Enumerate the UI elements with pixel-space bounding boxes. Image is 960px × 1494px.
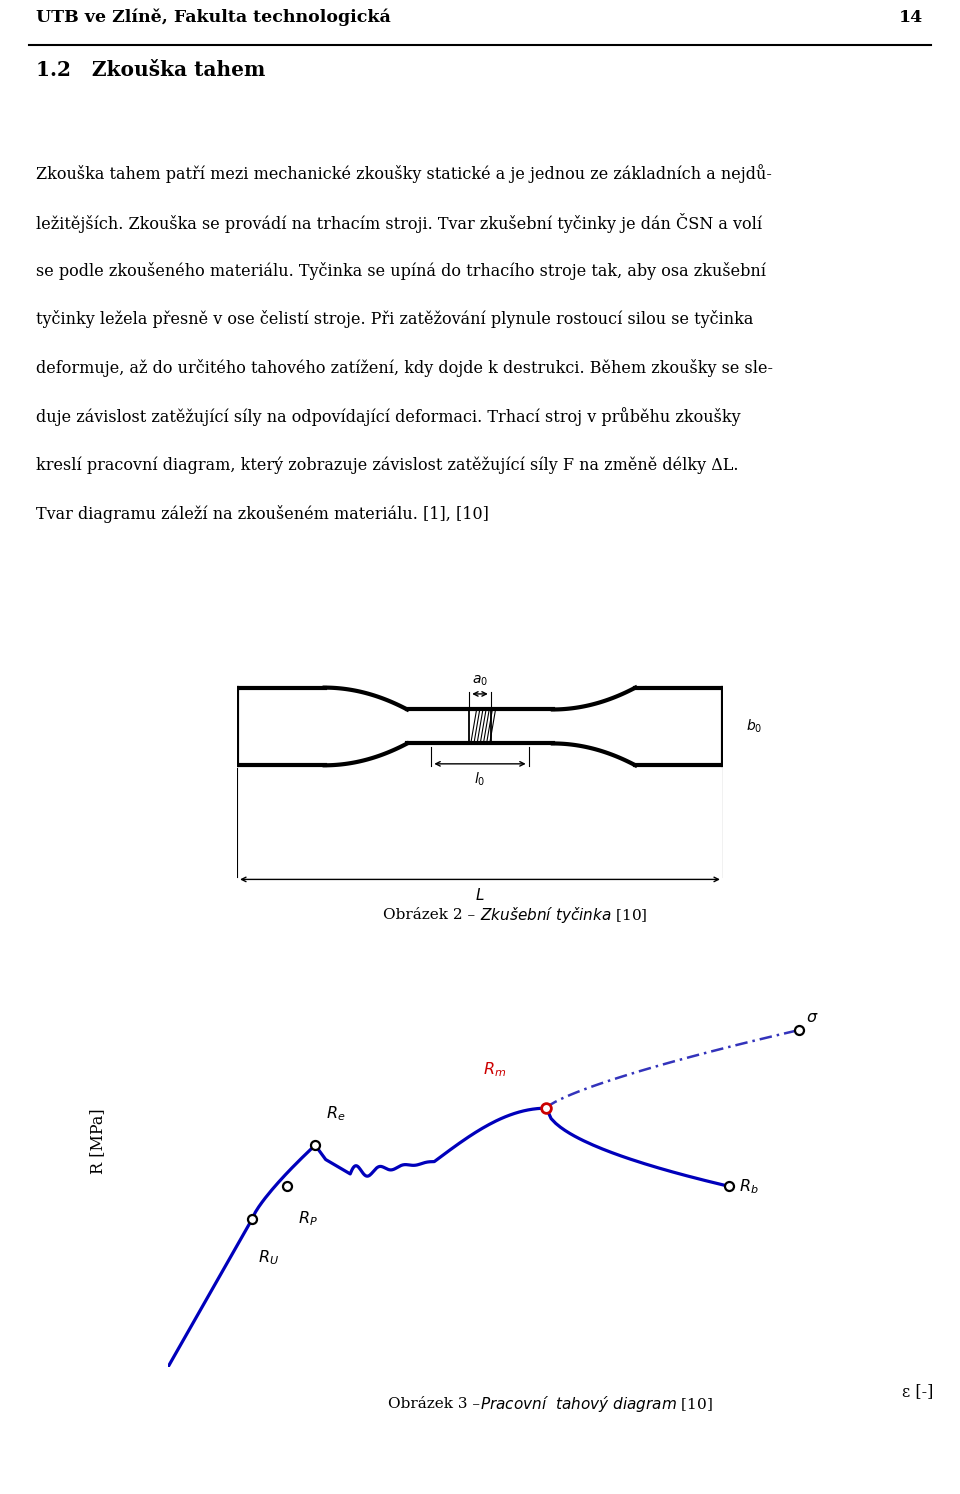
Text: $R_b$: $R_b$ [739, 1177, 758, 1195]
Text: Obrázek 2 –: Obrázek 2 – [383, 908, 480, 922]
Text: $b_0$: $b_0$ [746, 717, 762, 735]
Text: $R_e$: $R_e$ [325, 1104, 346, 1122]
Text: $a_0$: $a_0$ [472, 674, 488, 689]
Text: tyčinky ležela přesně v ose čelistí stroje. Při zatěžování plynule rostoucí silo: tyčinky ležela přesně v ose čelistí stro… [36, 311, 754, 329]
Text: UTB ve Zlíně, Fakulta technologická: UTB ve Zlíně, Fakulta technologická [36, 9, 392, 25]
Text: Obrázek 3 –: Obrázek 3 – [388, 1397, 480, 1412]
Text: ležitějších. Zkouška se provádí na trhacím stroji. Tvar zkušební tyčinky je dán : ležitějších. Zkouška se provádí na trhac… [36, 214, 762, 233]
Text: kreslí pracovní diagram, který zobrazuje závislost zatěžující síly F na změně dé: kreslí pracovní diagram, který zobrazuje… [36, 456, 739, 474]
Text: ε [-]: ε [-] [902, 1383, 933, 1400]
Text: 14: 14 [900, 9, 924, 25]
Text: $R_U$: $R_U$ [257, 1247, 278, 1267]
Text: $\mathit{Pracovní\ \ tahový\ diagram}$ [10]: $\mathit{Pracovní\ \ tahový\ diagram}$ [… [480, 1394, 713, 1415]
Text: 1.2   Zkouška tahem: 1.2 Zkouška tahem [36, 60, 266, 79]
Text: Zkouška tahem patří mezi mechanické zkoušky statické a je jednou ze základních a: Zkouška tahem patří mezi mechanické zkou… [36, 164, 773, 184]
Text: $\sigma$: $\sigma$ [805, 1008, 818, 1026]
Text: $l_0$: $l_0$ [474, 771, 486, 787]
Text: $R_m$: $R_m$ [484, 1061, 507, 1079]
Text: Tvar diagramu záleží na zkoušeném materiálu. [1], [10]: Tvar diagramu záleží na zkoušeném materi… [36, 505, 490, 523]
Text: $R_P$: $R_P$ [298, 1209, 318, 1228]
Text: se podle zkoušeného materiálu. Tyčinka se upíná do trhacího stroje tak, aby osa : se podle zkoušeného materiálu. Tyčinka s… [36, 261, 766, 279]
Text: duje závislost zatěžující síly na odpovídající deformaci. Trhací stroj v průběhu: duje závislost zatěžující síly na odpoví… [36, 408, 741, 426]
Text: $L$: $L$ [475, 887, 485, 904]
Text: $\mathit{Zkušební\ tyčinka}$ [10]: $\mathit{Zkušební\ tyčinka}$ [10] [480, 905, 647, 925]
Text: R [MPa]: R [MPa] [89, 1109, 107, 1174]
Text: deformuje, až do určitého tahového zatížení, kdy dojde k destrukci. Během zkoušk: deformuje, až do určitého tahového zatíž… [36, 359, 774, 376]
